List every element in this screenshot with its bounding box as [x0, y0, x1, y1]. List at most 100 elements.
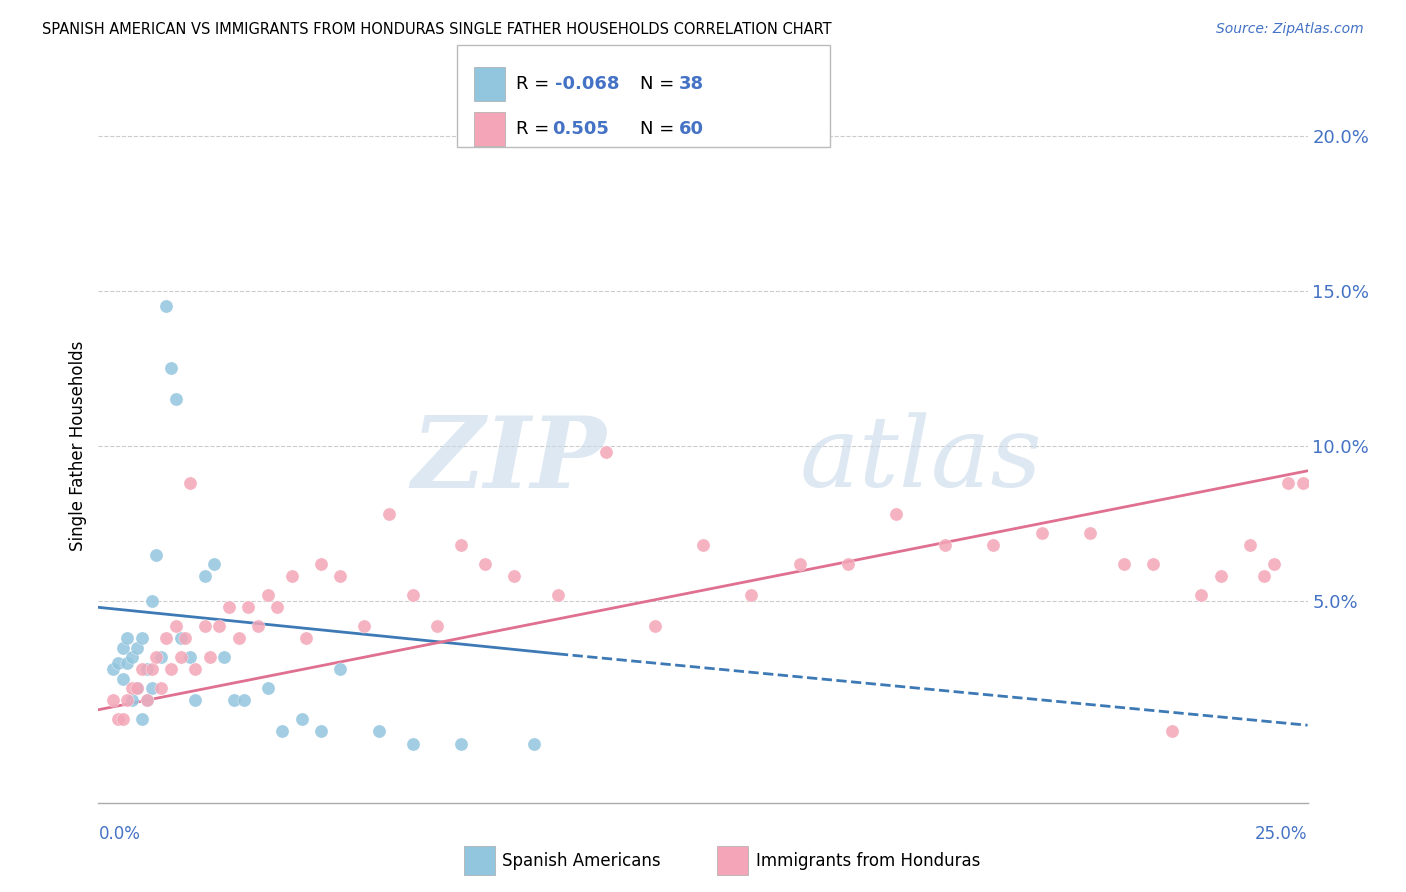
Point: [1239, 538, 1261, 552]
Point: [127, 640, 149, 655]
Point: [329, 662, 352, 676]
Point: [1078, 525, 1101, 540]
Point: [121, 650, 143, 665]
Text: Source: ZipAtlas.com: Source: ZipAtlas.com: [1216, 22, 1364, 37]
Point: [141, 681, 163, 695]
Point: [160, 662, 183, 676]
Point: [174, 632, 197, 646]
Point: [135, 693, 157, 707]
Text: 60: 60: [679, 120, 704, 137]
Point: [271, 724, 294, 739]
Point: [179, 650, 201, 665]
Point: [117, 656, 139, 670]
Point: [111, 672, 134, 686]
Point: [256, 588, 278, 602]
Y-axis label: Single Father Households: Single Father Households: [69, 341, 87, 551]
Point: [169, 632, 191, 646]
Point: [1253, 569, 1275, 583]
Point: [934, 538, 956, 552]
Point: [1263, 557, 1285, 571]
Point: [368, 724, 391, 739]
Point: [789, 557, 811, 571]
Point: [256, 681, 278, 695]
Point: [145, 548, 167, 562]
Point: [1031, 525, 1053, 540]
Point: [377, 508, 399, 522]
Point: [107, 712, 129, 726]
Text: 0.505: 0.505: [553, 120, 609, 137]
Point: [208, 619, 231, 633]
Point: [1209, 569, 1232, 583]
Point: [101, 662, 124, 676]
Point: [179, 476, 201, 491]
Point: [131, 712, 153, 726]
Point: [127, 681, 149, 695]
Point: [155, 299, 177, 313]
Point: [165, 619, 187, 633]
Point: [450, 538, 472, 552]
Point: [169, 650, 191, 665]
Point: [503, 569, 526, 583]
Point: [121, 693, 143, 707]
Point: [194, 569, 217, 583]
Point: [523, 737, 546, 751]
Point: [740, 588, 762, 602]
Point: [247, 619, 270, 633]
Point: [107, 656, 129, 670]
Point: [131, 632, 153, 646]
Text: SPANISH AMERICAN VS IMMIGRANTS FROM HONDURAS SINGLE FATHER HOUSEHOLDS CORRELATIO: SPANISH AMERICAN VS IMMIGRANTS FROM HOND…: [42, 22, 832, 37]
Point: [309, 724, 332, 739]
Point: [198, 650, 221, 665]
Point: [329, 569, 352, 583]
Point: [204, 557, 226, 571]
Text: 38: 38: [679, 75, 704, 93]
Point: [1161, 724, 1184, 739]
Point: [150, 681, 173, 695]
Text: R =: R =: [516, 120, 555, 137]
Point: [1189, 588, 1212, 602]
Point: [309, 557, 332, 571]
Point: [117, 693, 139, 707]
Point: [127, 681, 149, 695]
Point: [1277, 476, 1299, 491]
Point: [111, 712, 134, 726]
Point: [595, 445, 617, 459]
Point: [886, 508, 908, 522]
Point: [281, 569, 304, 583]
Point: [150, 650, 173, 665]
Point: [165, 392, 187, 407]
Point: [1112, 557, 1135, 571]
Point: [981, 538, 1004, 552]
Point: [547, 588, 569, 602]
Point: [1292, 476, 1315, 491]
Point: [837, 557, 859, 571]
Text: -0.068: -0.068: [555, 75, 620, 93]
Point: [644, 619, 666, 633]
Point: [184, 662, 207, 676]
Point: [353, 619, 375, 633]
Point: [111, 640, 134, 655]
Text: ZIP: ZIP: [412, 412, 606, 508]
Point: [131, 662, 153, 676]
Point: [228, 632, 250, 646]
Point: [117, 632, 139, 646]
Point: [194, 619, 217, 633]
Point: [295, 632, 318, 646]
Point: [402, 588, 425, 602]
Point: [218, 600, 240, 615]
Point: [184, 693, 207, 707]
Point: [212, 650, 235, 665]
Point: [474, 557, 496, 571]
Point: [450, 737, 472, 751]
Point: [145, 650, 167, 665]
Text: N =: N =: [640, 75, 679, 93]
Point: [155, 632, 177, 646]
Text: atlas: atlas: [800, 413, 1042, 508]
Point: [141, 594, 163, 608]
Text: 0.0%: 0.0%: [98, 825, 141, 843]
Point: [426, 619, 449, 633]
Point: [692, 538, 714, 552]
Text: 25.0%: 25.0%: [1256, 825, 1308, 843]
Point: [290, 712, 312, 726]
Text: R =: R =: [516, 75, 555, 93]
